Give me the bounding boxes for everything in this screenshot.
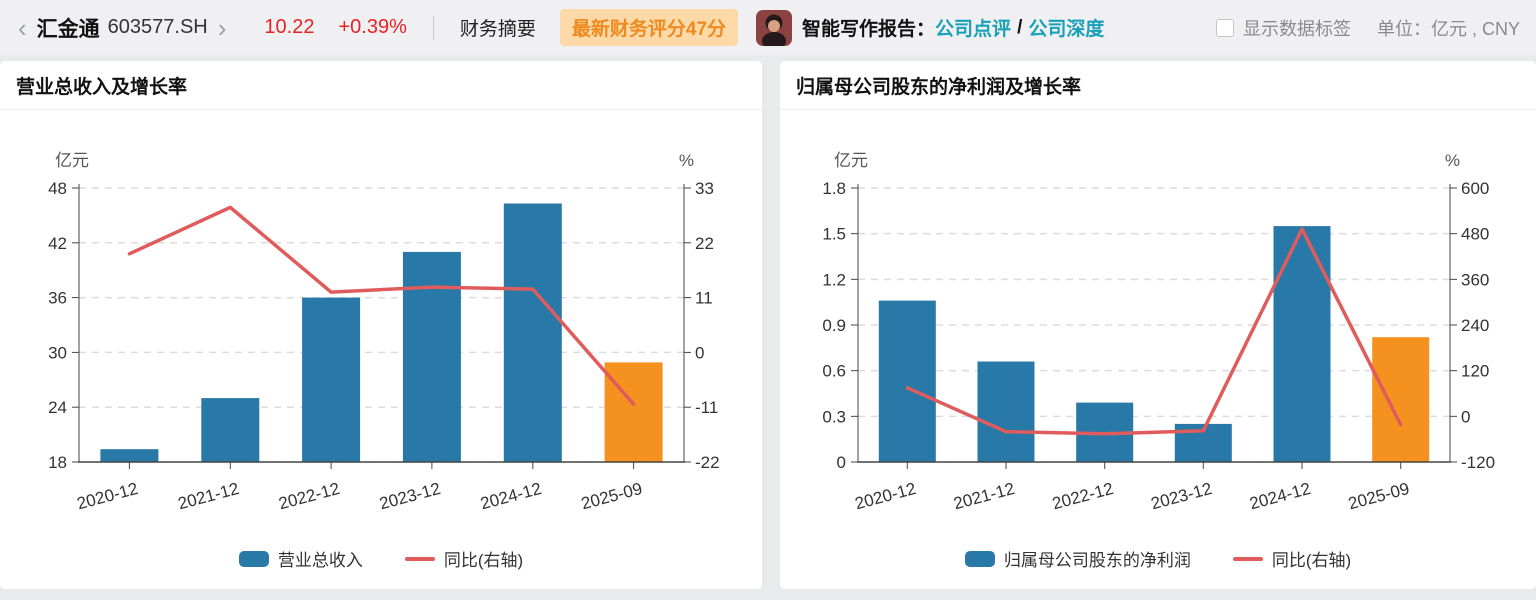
bar-swatch-icon [964,550,995,567]
net-profit-legend: 归属母公司股东的净利润 同比(右轴) [780,546,1536,571]
svg-text:0: 0 [837,453,846,472]
svg-text:2023-12: 2023-12 [1149,479,1214,514]
svg-text:240: 240 [1461,316,1489,335]
svg-text:2023-12: 2023-12 [377,479,442,514]
svg-text:0: 0 [695,343,704,362]
svg-text:480: 480 [1461,225,1489,244]
svg-text:2021-12: 2021-12 [176,479,241,514]
svg-text:360: 360 [1461,270,1489,289]
svg-text:2021-12: 2021-12 [952,479,1017,514]
svg-text:2022-12: 2022-12 [277,479,342,514]
show-data-labels-checkbox[interactable] [1215,18,1234,37]
svg-text:2024-12: 2024-12 [478,479,543,514]
svg-text:18: 18 [48,453,67,472]
legend-item-revenue-bar[interactable]: 营业总收入 [238,546,363,571]
svg-text:-120: -120 [1461,453,1495,472]
line-swatch-icon [404,556,435,561]
svg-text:24: 24 [48,398,67,417]
svg-text:600: 600 [1461,179,1489,198]
assistant-avatar[interactable] [756,9,793,46]
svg-text:2020-12: 2020-12 [853,479,918,514]
stock-name: 汇金通 [36,17,100,41]
svg-text:120: 120 [1461,362,1489,381]
svg-text:0.3: 0.3 [822,407,846,426]
tab-financial-summary[interactable]: 财务摘要 [459,19,536,40]
nav-prev-icon[interactable]: ‹ [18,12,27,43]
svg-text:0: 0 [1461,407,1470,426]
top-bar: ‹ 汇金通 603577.SH › 10.22 +0.39% 财务摘要 最新财务… [0,0,1536,55]
line-swatch-icon [1232,556,1263,561]
svg-text:30: 30 [48,343,67,362]
legend-bar-label: 营业总收入 [277,551,363,570]
net-profit-card: 归属母公司股东的净利润及增长率 0 0.3 0.6 0.9 1.2 1.5 1.8 -120 0… [780,61,1536,589]
svg-text:%: % [679,151,694,170]
link-company-depth[interactable]: 公司深度 [1028,19,1105,40]
legend-item-revenue-yoy[interactable]: 同比(右轴) [404,546,524,571]
unit-label: 单位：亿元 , CNY [1376,18,1520,39]
svg-text:48: 48 [48,179,67,198]
svg-text:%: % [1445,151,1460,170]
legend-bar-label: 归属母公司股东的净利润 [1003,551,1191,570]
legend-line-label: 同比(右轴) [443,551,524,570]
revenue-legend: 营业总收入 同比(右轴) [0,546,762,571]
svg-text:42: 42 [48,234,67,253]
svg-text:亿元: 亿元 [55,151,89,170]
svg-text:1.2: 1.2 [822,270,846,289]
ai-report-label: 智能写作报告： [802,19,936,40]
legend-line-label: 同比(右轴) [1271,551,1352,570]
stock-price: 10.22 [264,16,315,38]
stock-change-percent: +0.39% [338,16,407,38]
stock-code: 603577.SH [107,16,208,38]
link-company-comment[interactable]: 公司点评 [935,19,1012,40]
financial-score-badge[interactable]: 最新财务评分47分 [559,9,739,46]
revenue-card: 营业总收入及增长率 18 24 30 36 42 48 -22 -11 0 11 22 33 2020-… [0,61,762,589]
svg-text:1.5: 1.5 [822,225,846,244]
svg-text:22: 22 [695,234,714,253]
svg-text:33: 33 [695,179,714,198]
bar-swatch-icon [238,550,269,567]
svg-text:-22: -22 [695,453,720,472]
net-profit-chart: 0 0.3 0.6 0.9 1.2 1.5 1.8 -120 0 120 240 360 480 600 2… [822,151,1495,514]
svg-text:2025-09: 2025-09 [1346,479,1411,514]
legend-item-profit-bar[interactable]: 归属母公司股东的净利润 [964,546,1191,571]
nav-next-icon[interactable]: › [217,12,227,43]
show-data-labels-label[interactable]: 显示数据标签 [1242,18,1351,39]
svg-text:0.6: 0.6 [822,362,846,381]
legend-item-profit-yoy[interactable]: 同比(右轴) [1232,546,1352,571]
svg-text:1.8: 1.8 [822,179,846,198]
svg-text:2025-09: 2025-09 [579,479,644,514]
avatar-image [756,9,793,46]
svg-text:0.9: 0.9 [822,316,846,335]
svg-text:2024-12: 2024-12 [1248,479,1313,514]
charts-area: 营业总收入及增长率 18 24 30 36 42 48 -22 -11 0 11 22 33 2020-… [0,61,1536,589]
net-profit-chart-title: 归属母公司股东的净利润及增长率 [780,61,1536,110]
revenue-chart: 18 24 30 36 42 48 -22 -11 0 11 22 33 2020-12 2021-12 2… [48,151,720,514]
svg-text:2020-12: 2020-12 [75,479,140,514]
link-separator: / [1017,16,1023,38]
header-right-group: 显示数据标签 单位：亿元 , CNY [1215,15,1520,41]
svg-text:11: 11 [695,289,713,308]
svg-text:2022-12: 2022-12 [1050,479,1115,514]
divider [432,15,434,40]
svg-text:36: 36 [48,289,67,308]
svg-text:-11: -11 [695,398,718,417]
svg-text:亿元: 亿元 [834,151,868,170]
revenue-chart-title: 营业总收入及增长率 [0,61,762,110]
